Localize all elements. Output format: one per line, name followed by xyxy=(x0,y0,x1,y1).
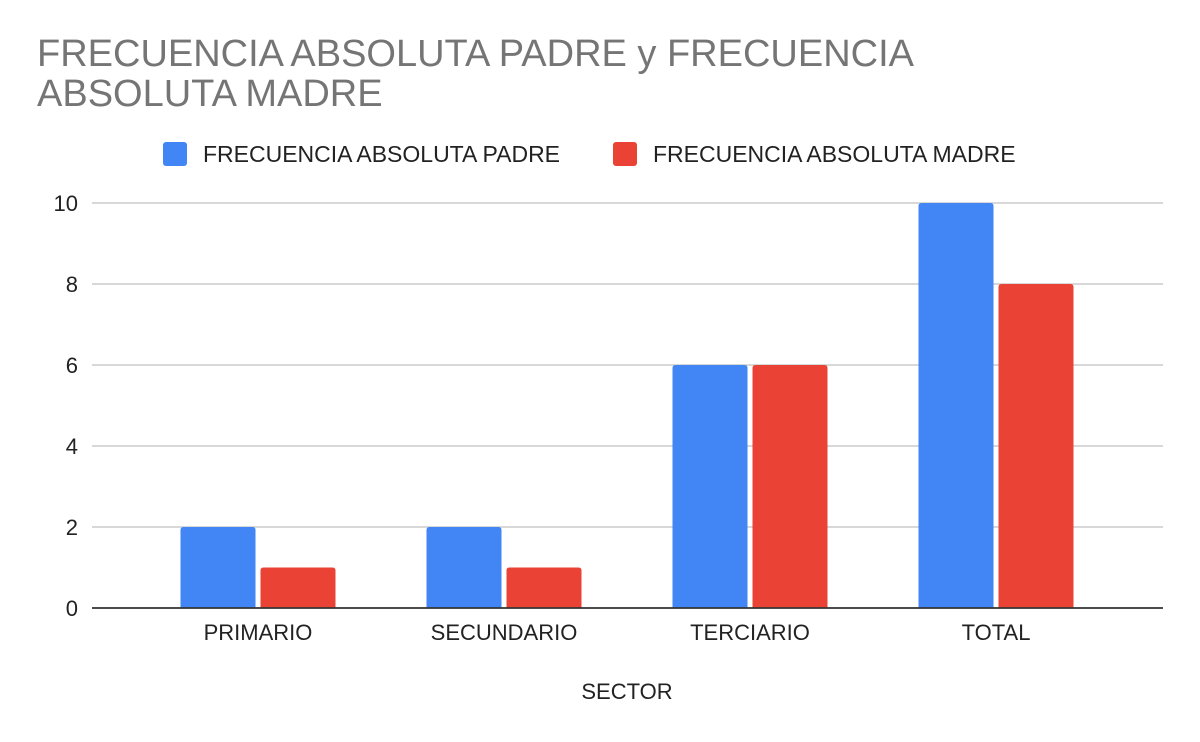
x-axis-ticks: PRIMARIO SECUNDARIO TERCIARIO TOTAL xyxy=(204,620,1031,645)
bar-madre-terciario xyxy=(752,365,828,608)
y-tick-label: 0 xyxy=(66,596,78,621)
x-tick-label: PRIMARIO xyxy=(204,620,313,645)
y-tick-label: 10 xyxy=(54,191,78,216)
bars xyxy=(180,203,1074,608)
legend-label-padre: FRECUENCIA ABSOLUTA PADRE xyxy=(203,140,561,167)
y-axis-ticks: 0 2 4 6 8 10 xyxy=(54,191,78,621)
bar-madre-total xyxy=(998,284,1074,608)
chart-title: FRECUENCIA ABSOLUTA PADRE y FRECUENCIA A… xyxy=(37,33,912,115)
x-axis-label: SECTOR xyxy=(581,679,672,704)
legend-swatch-madre xyxy=(613,142,637,166)
legend: FRECUENCIA ABSOLUTA PADRE FRECUENCIA ABS… xyxy=(0,140,1200,168)
x-tick-label: TERCIARIO xyxy=(690,620,810,645)
bar-padre-total xyxy=(918,203,994,608)
bar-madre-primario xyxy=(260,567,336,608)
x-tick-label: SECUNDARIO xyxy=(431,620,578,645)
bar-padre-terciario xyxy=(672,365,748,608)
y-tick-label: 6 xyxy=(66,353,78,378)
y-tick-label: 2 xyxy=(66,515,78,540)
legend-label-madre: FRECUENCIA ABSOLUTA MADRE xyxy=(653,140,1016,167)
y-tick-label: 4 xyxy=(66,434,78,459)
legend-swatch-padre xyxy=(163,142,187,166)
legend-item-padre: FRECUENCIA ABSOLUTA PADRE xyxy=(163,140,560,168)
bar-padre-secundario xyxy=(426,527,502,608)
bar-padre-primario xyxy=(180,527,256,608)
y-tick-label: 8 xyxy=(66,272,78,297)
x-tick-label: TOTAL xyxy=(962,620,1031,645)
legend-item-madre: FRECUENCIA ABSOLUTA MADRE xyxy=(613,140,1016,168)
bar-madre-secundario xyxy=(506,567,582,608)
